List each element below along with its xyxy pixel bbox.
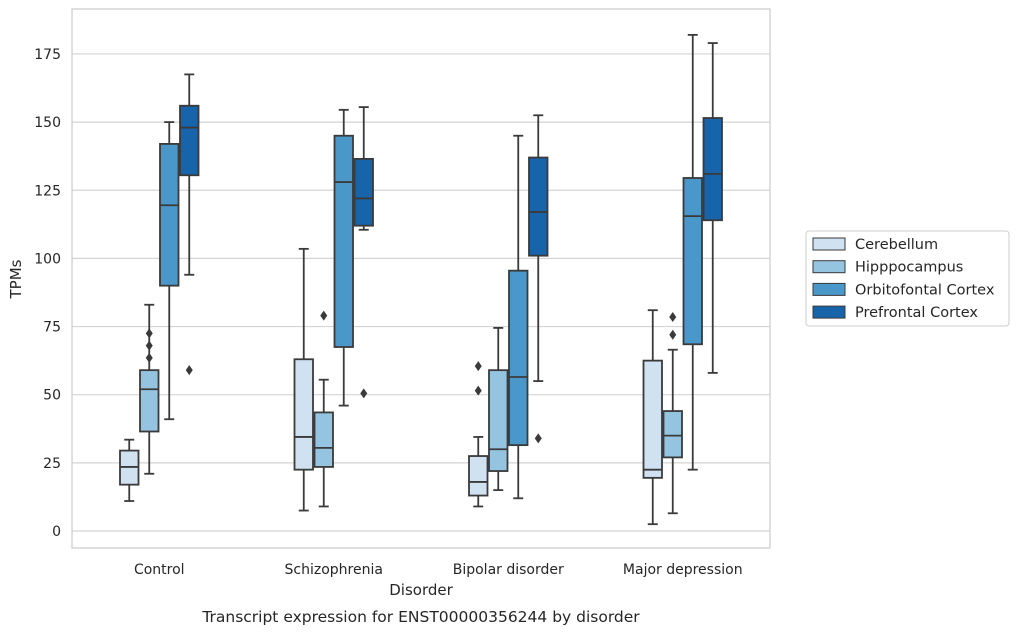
- legend-label: Cerebellum: [855, 237, 938, 253]
- y-tick-label: 75: [43, 320, 61, 336]
- iqr-box: [353, 158, 374, 227]
- legend-swatch: [812, 237, 846, 251]
- x-tick-label: Bipolar disorder: [453, 562, 564, 578]
- outlier-point: [320, 310, 328, 321]
- y-tick-label: 25: [43, 456, 61, 472]
- box-0-0: [119, 438, 140, 502]
- box-3-2: [682, 33, 703, 471]
- iqr-box: [702, 117, 723, 222]
- outlier-point: [360, 388, 368, 399]
- y-tick-label: 50: [43, 388, 61, 404]
- box-2-1: [488, 327, 509, 492]
- y-tick-label: 100: [34, 251, 61, 267]
- box-0-2: [159, 121, 180, 421]
- box-0-3: [179, 73, 200, 376]
- box-1-3: [353, 106, 374, 399]
- legend-items: Cerebellum Hipppocampus Orbitofontal Corte…: [812, 237, 995, 321]
- box-1-1: [313, 310, 334, 508]
- legend-label: Prefrontal Cortex: [855, 305, 978, 321]
- legend-swatch: [812, 260, 846, 274]
- box-1-0: [293, 247, 314, 512]
- y-tick-labels: 0 25 50 75 100 125 150 175: [34, 47, 61, 540]
- outlier-point: [145, 340, 153, 351]
- outlier-point: [474, 385, 482, 396]
- iqr-box: [313, 411, 334, 468]
- outlier-point: [145, 328, 153, 339]
- iqr-box: [682, 177, 703, 346]
- y-tick-label: 125: [34, 183, 61, 199]
- iqr-box: [488, 369, 509, 472]
- box-2-0: [468, 361, 489, 508]
- iqr-box: [662, 410, 683, 459]
- outlier-point: [145, 352, 153, 363]
- iqr-box: [333, 134, 354, 348]
- outlier-point: [669, 312, 677, 323]
- x-axis-title: Disorder: [389, 581, 453, 599]
- y-axis-title: TPMs: [7, 259, 25, 299]
- legend-frame: [805, 230, 1010, 327]
- x-tick-label: Major depression: [623, 562, 743, 578]
- outlier-point: [185, 365, 193, 376]
- box-2-3: [528, 114, 549, 444]
- box-1-2: [333, 108, 354, 407]
- outlier-point: [669, 329, 677, 340]
- outlier-point: [474, 361, 482, 372]
- box-3-1: [662, 312, 683, 515]
- box-3-0: [642, 309, 663, 526]
- x-tick-label: Control: [134, 562, 185, 578]
- legend-swatch: [812, 305, 846, 319]
- legend: Cerebellum Hipppocampus Orbitofontal Corte…: [805, 230, 1010, 327]
- x-tick-label: Schizophrenia: [285, 562, 383, 578]
- x-tick-labels: Control Schizophrenia Bipolar disorder Majo…: [134, 562, 743, 578]
- legend-label: Orbitofontal Cortex: [855, 282, 995, 298]
- box-0-1: [139, 303, 160, 475]
- iqr-box: [139, 369, 160, 433]
- iqr-box: [528, 156, 549, 257]
- y-tick-label: 150: [34, 115, 61, 131]
- box-3-3: [702, 42, 723, 374]
- iqr-box: [159, 143, 180, 287]
- gridlines: [72, 53, 770, 532]
- iqr-box: [468, 455, 489, 497]
- iqr-box: [508, 269, 529, 447]
- chart-caption: Transcript expression for ENST0000035624…: [201, 608, 640, 626]
- legend-label: Hipppocampus: [855, 260, 963, 276]
- iqr-box: [179, 104, 200, 177]
- plot-area-frame: [71, 8, 771, 549]
- box-layer: [119, 33, 723, 526]
- box-2-2: [508, 134, 529, 500]
- y-tick-label: 0: [52, 524, 61, 540]
- iqr-box: [642, 359, 663, 479]
- outlier-point: [534, 433, 542, 444]
- iqr-box: [293, 358, 314, 471]
- y-tick-label: 175: [34, 47, 61, 63]
- legend-swatch: [812, 282, 846, 296]
